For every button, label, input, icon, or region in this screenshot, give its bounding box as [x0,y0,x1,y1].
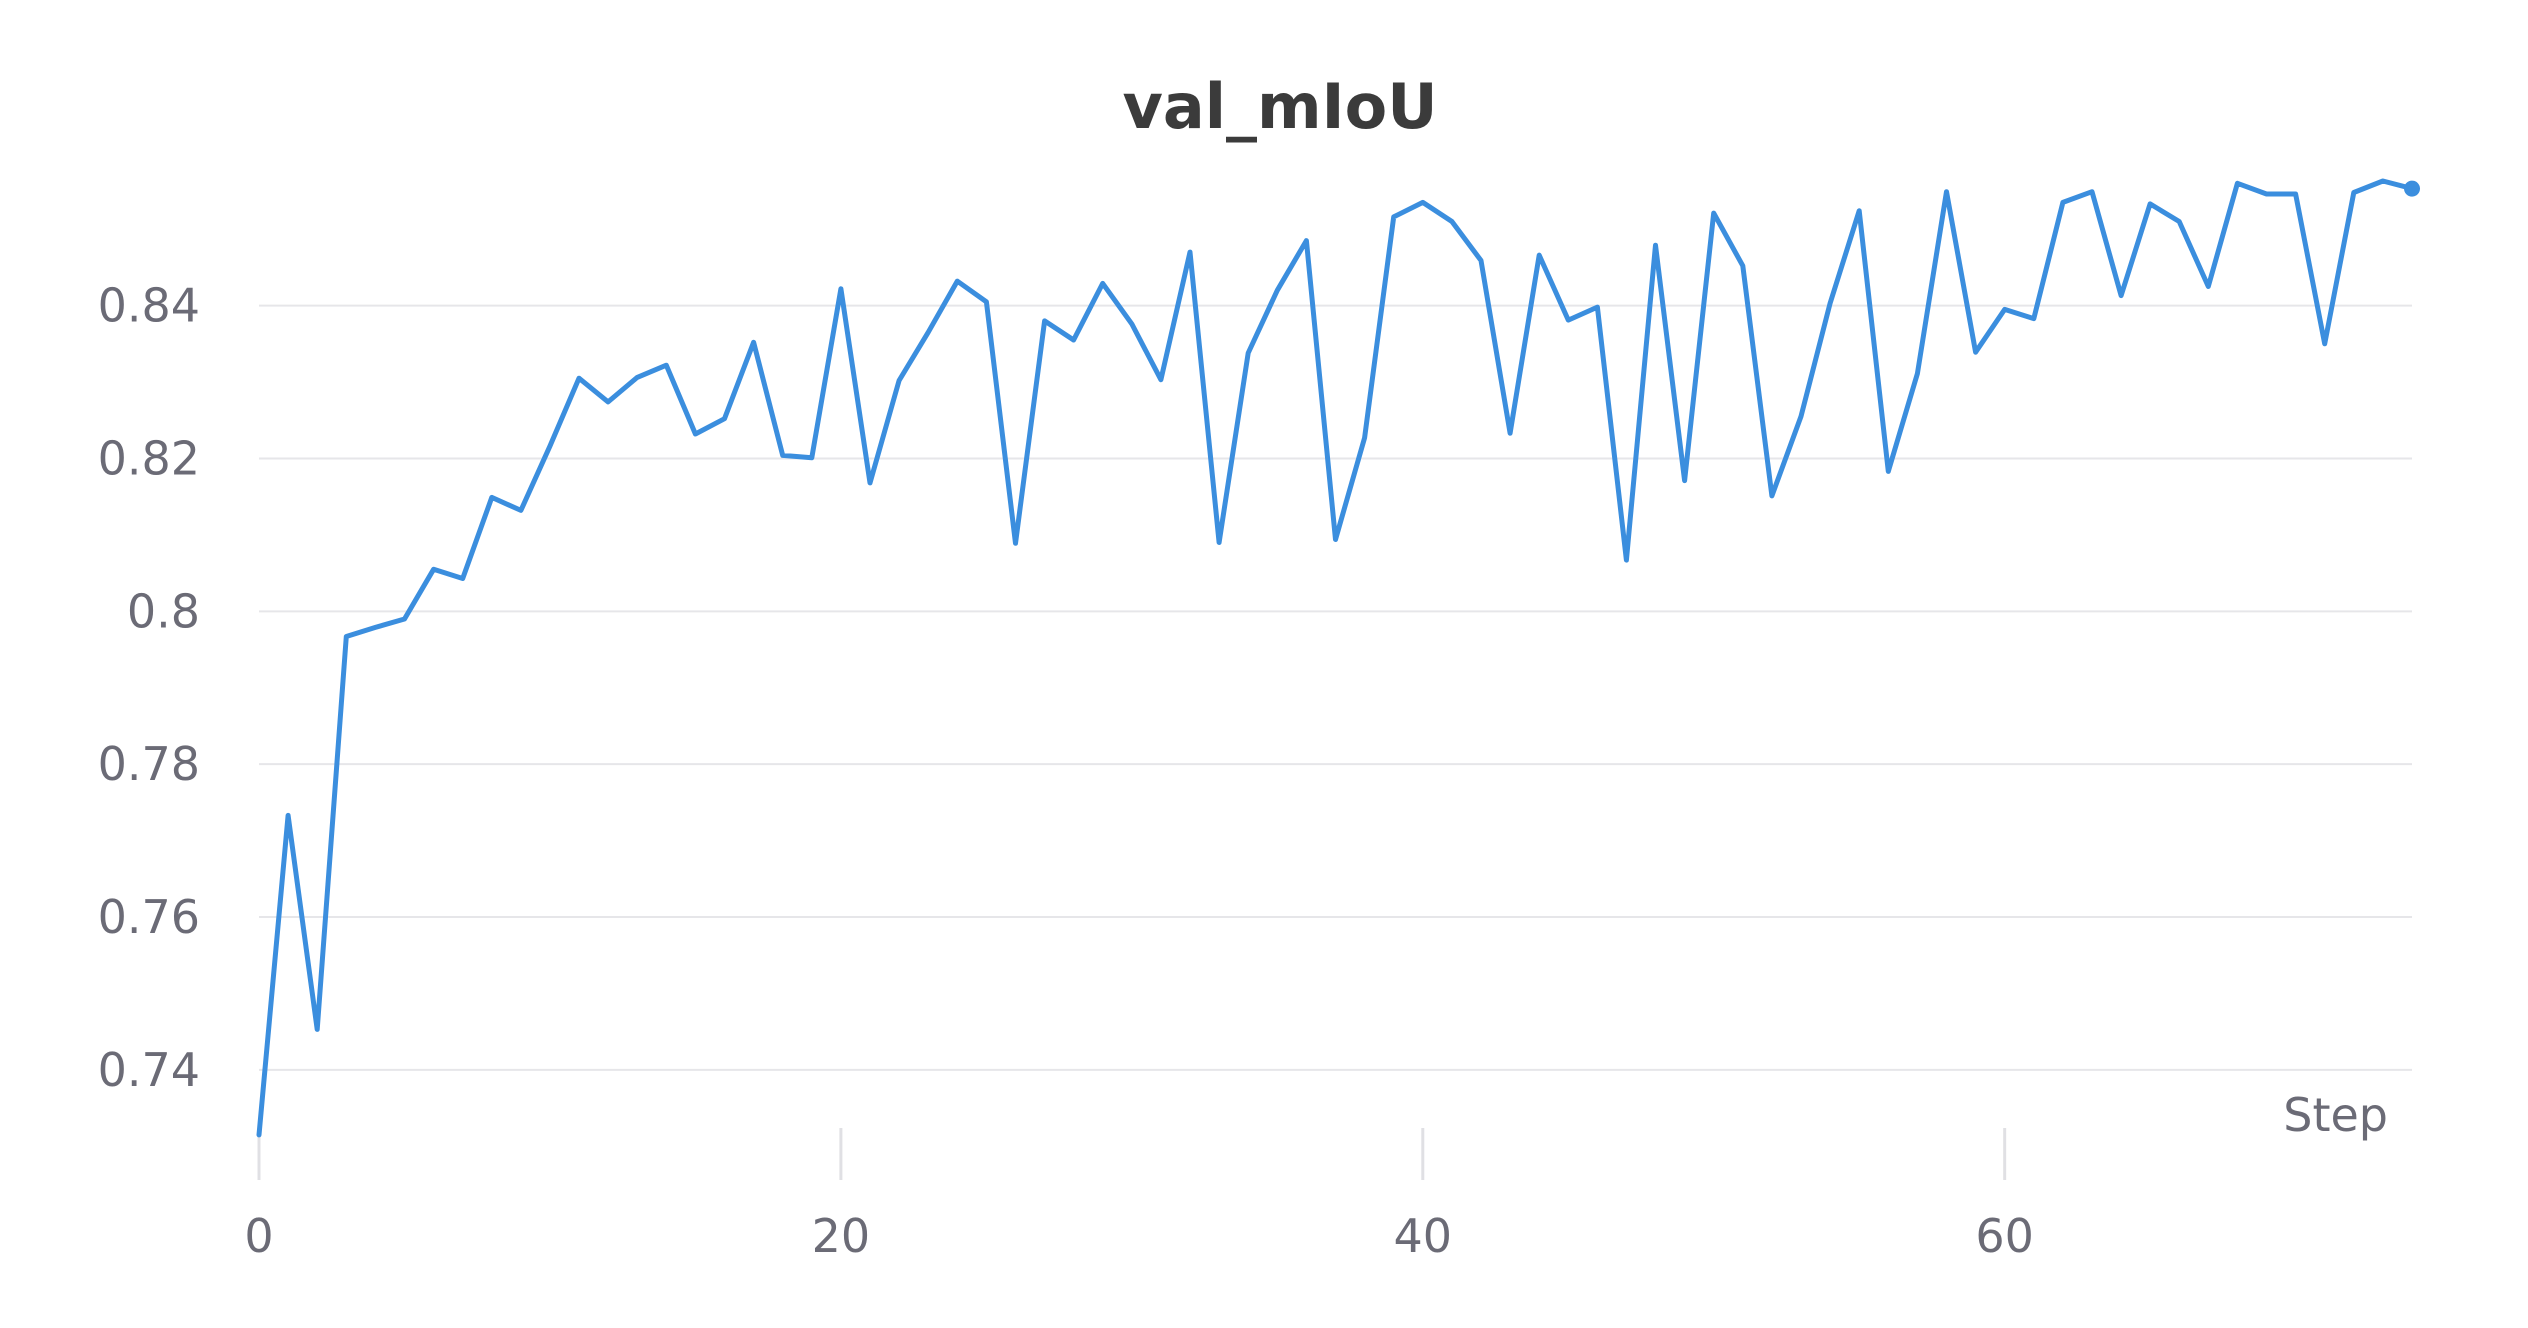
x-tick-label: 20 [812,1209,871,1263]
y-tick-label: 0.8 [127,584,200,638]
y-tick-label: 0.82 [98,431,200,485]
x-tick-label: 60 [1975,1209,2034,1263]
x-tick-label: 40 [1394,1209,1453,1263]
grid-lines [259,304,2412,1071]
y-tick-label: 0.74 [98,1043,200,1097]
x-axis-ticks [257,1128,2007,1180]
x-tick-label: 0 [244,1209,273,1263]
series-line [256,178,2415,1138]
series-layer [256,178,2420,1138]
y-tick-label: 0.76 [98,890,200,944]
y-axis-tick-labels: 0.74 0.76 0.78 0.8 0.82 0.84 [98,279,200,1097]
y-tick-label: 0.78 [98,737,200,791]
y-tick-label: 0.84 [98,279,200,333]
chart-title: val_mIoU [1122,70,1437,143]
series-end-point [2404,180,2420,197]
x-axis-label: Step [2283,1088,2388,1142]
x-axis-tick-labels: 0 20 40 60 [244,1209,2034,1263]
